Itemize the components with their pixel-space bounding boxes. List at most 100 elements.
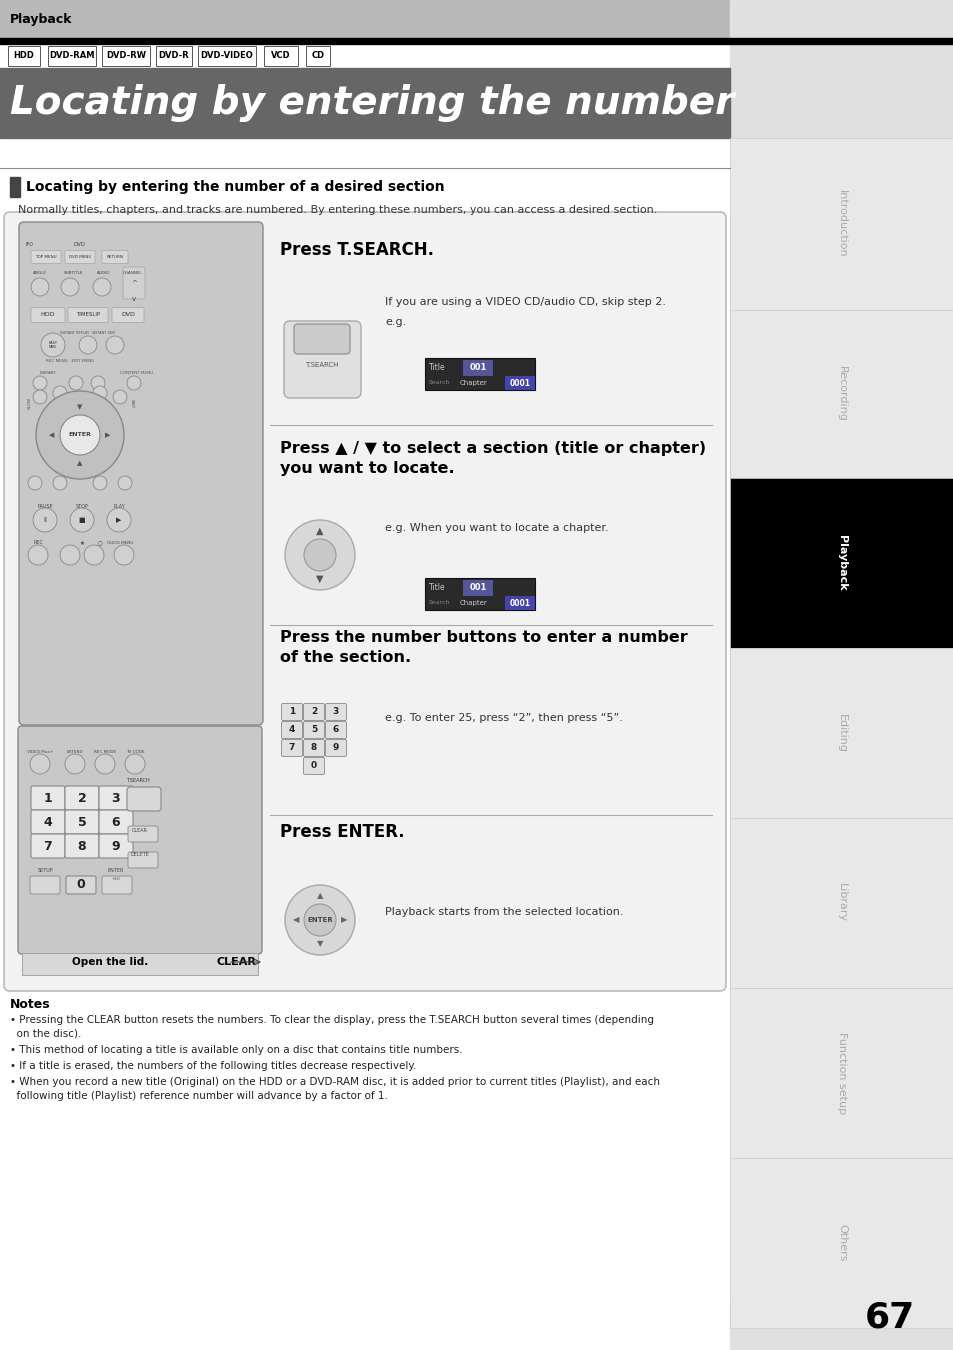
Circle shape [36, 392, 124, 479]
Text: STOP: STOP [75, 505, 89, 509]
Text: REC MENU   EDIT MENU: REC MENU EDIT MENU [46, 359, 94, 363]
Bar [462, 360, 493, 377]
Text: Library: Library [836, 883, 846, 922]
Text: CLEAR: CLEAR [132, 828, 148, 833]
Text: REC MODE: REC MODE [93, 751, 116, 755]
Text: Normally titles, chapters, and tracks are numbered. By entering these numbers, y: Normally titles, chapters, and tracks ar… [18, 205, 657, 215]
Text: ▲: ▲ [315, 526, 323, 536]
FancyBboxPatch shape [66, 876, 96, 894]
Text: Search: Search [429, 601, 450, 606]
Text: 0001: 0001 [509, 598, 530, 608]
Text: on the disc).: on the disc). [10, 1029, 81, 1040]
FancyBboxPatch shape [99, 786, 132, 810]
Text: Others: Others [836, 1224, 846, 1262]
Circle shape [285, 520, 355, 590]
Text: ▼: ▼ [316, 940, 323, 949]
FancyBboxPatch shape [19, 221, 263, 725]
Text: 6: 6 [112, 815, 120, 829]
Bar [729, 648, 953, 818]
Text: Playback: Playback [836, 535, 846, 591]
Bar [0, 68, 729, 138]
Text: INSTANT REPLAY  INSTANT SKIP: INSTANT REPLAY INSTANT SKIP [60, 331, 115, 335]
Text: • When you record a new title (Original) on the HDD or a DVD-RAM disc, it is add: • When you record a new title (Original)… [10, 1077, 659, 1087]
Text: ▶: ▶ [116, 517, 122, 522]
Text: Editing: Editing [836, 714, 846, 752]
Bar [0, 38, 953, 45]
Text: ^: ^ [131, 279, 137, 286]
Text: IFO: IFO [26, 243, 34, 247]
Bar [729, 310, 953, 478]
Text: • This method of locating a title is available only on a disc that contains titl: • This method of locating a title is ava… [10, 1045, 462, 1054]
Text: ▶: ▶ [340, 915, 347, 925]
Text: e.g. To enter 25, press “2”, then press “5”.: e.g. To enter 25, press “2”, then press … [385, 713, 622, 724]
Circle shape [91, 377, 105, 390]
Circle shape [285, 886, 355, 954]
Text: ▲: ▲ [77, 460, 83, 466]
FancyBboxPatch shape [303, 757, 324, 775]
Text: you want to locate.: you want to locate. [280, 460, 455, 475]
Circle shape [92, 477, 107, 490]
FancyBboxPatch shape [127, 787, 161, 811]
Text: 2: 2 [311, 707, 316, 717]
Bar [264, 46, 297, 66]
Bar [424, 358, 535, 390]
Text: REC: REC [33, 540, 43, 545]
FancyBboxPatch shape [281, 740, 302, 756]
Text: 1: 1 [44, 791, 52, 805]
Text: T.SEARCH: T.SEARCH [305, 362, 338, 369]
FancyBboxPatch shape [325, 721, 346, 738]
Circle shape [125, 755, 145, 774]
FancyBboxPatch shape [99, 810, 132, 834]
Circle shape [33, 377, 47, 390]
Bar [22, 953, 257, 975]
Text: 3: 3 [112, 791, 120, 805]
FancyBboxPatch shape [284, 321, 360, 398]
Text: Locating by entering the number: Locating by entering the number [10, 84, 734, 122]
Circle shape [33, 390, 47, 404]
Text: v: v [132, 296, 136, 302]
Circle shape [53, 386, 67, 400]
Text: CONTENT MENU: CONTENT MENU [120, 371, 153, 375]
Bar [729, 138, 953, 310]
Circle shape [30, 278, 49, 296]
Text: 001: 001 [469, 363, 486, 373]
FancyBboxPatch shape [65, 786, 99, 810]
FancyBboxPatch shape [65, 251, 95, 263]
FancyBboxPatch shape [99, 834, 132, 859]
Bar [10, 177, 20, 197]
Text: DVD-VIDEO: DVD-VIDEO [200, 51, 253, 61]
Text: Open the lid.: Open the lid. [72, 957, 149, 967]
Bar [729, 0, 953, 1350]
Bar [48, 46, 96, 66]
Text: DVD-R: DVD-R [158, 51, 190, 61]
Text: ANGLE: ANGLE [33, 271, 47, 275]
Circle shape [113, 545, 133, 566]
Text: 7: 7 [44, 840, 52, 852]
Text: 8: 8 [77, 840, 86, 852]
Circle shape [127, 377, 141, 390]
FancyBboxPatch shape [30, 786, 65, 810]
Text: 9: 9 [112, 840, 120, 852]
Circle shape [92, 278, 111, 296]
Text: CD: CD [311, 51, 324, 61]
Text: ★: ★ [79, 540, 85, 545]
Text: 0: 0 [76, 879, 85, 891]
Text: TV CODE: TV CODE [126, 751, 144, 755]
Circle shape [60, 414, 100, 455]
Text: Press ENTER.: Press ENTER. [280, 824, 404, 841]
Text: T.SEARCH: T.SEARCH [126, 778, 150, 783]
FancyBboxPatch shape [325, 740, 346, 756]
Text: e.g. When you want to locate a chapter.: e.g. When you want to locate a chapter. [385, 522, 608, 533]
Circle shape [70, 508, 94, 532]
Text: ENTER: ENTER [307, 917, 333, 923]
Text: DELETE: DELETE [131, 852, 150, 857]
FancyBboxPatch shape [4, 212, 725, 991]
Text: 1: 1 [289, 707, 294, 717]
Text: ▼: ▼ [315, 574, 323, 585]
Text: TIMESLIP: TIMESLIP [76, 312, 100, 317]
Text: VCD: VCD [271, 51, 291, 61]
Bar [0, 990, 729, 1300]
Text: e.g.: e.g. [385, 317, 406, 327]
Text: SKIP: SKIP [130, 398, 133, 408]
Text: following title (Playlist) reference number will advance by a factor of 1.: following title (Playlist) reference num… [10, 1091, 388, 1102]
